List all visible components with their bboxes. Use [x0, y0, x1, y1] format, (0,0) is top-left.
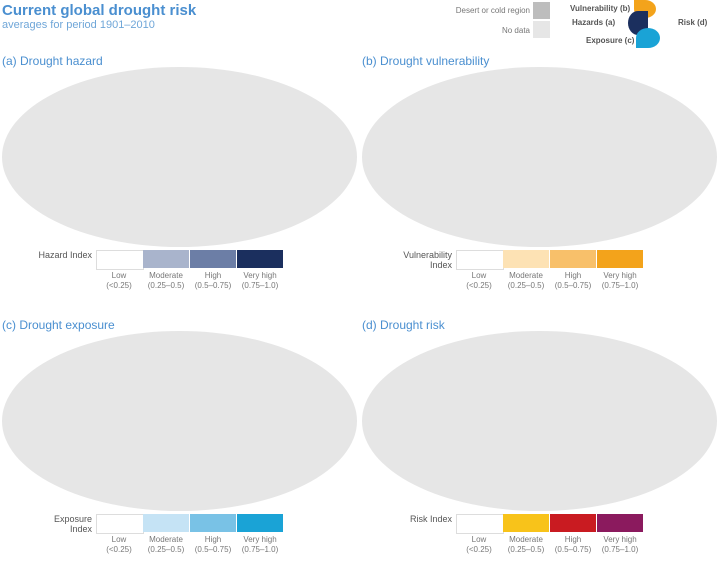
legend-swatch: [456, 250, 504, 270]
legend-swatch: [237, 250, 283, 268]
legend-class: High (0.5–0.75): [554, 535, 592, 554]
risk-diagram: Vulnerability (b) Hazards (a) Exposure (…: [570, 0, 720, 50]
nodata-label: No data: [501, 26, 530, 35]
exposure-petal-icon: [636, 28, 660, 48]
legend-class: Very high (0.75–1.0): [601, 271, 639, 290]
legend-swatch: [190, 250, 236, 268]
legend-swatch: [237, 514, 283, 532]
legend-class: Low (<0.25): [106, 535, 132, 554]
panel-title: (c) Drought exposure: [2, 318, 115, 332]
legend-class: Low (<0.25): [466, 535, 492, 554]
legend-swatch: [96, 514, 144, 534]
legend-title: Risk Index: [409, 514, 452, 524]
legend-swatch: [503, 250, 549, 268]
legend-title: Hazard Index: [38, 250, 92, 260]
page-subtitle: averages for period 1901–2010: [2, 19, 155, 31]
diagram-vulnerability: Vulnerability (b): [570, 4, 631, 13]
legend-title: Exposure Index: [53, 514, 92, 534]
legend-class: Very high (0.75–1.0): [241, 271, 279, 290]
legend-title: Vulnerability Index: [403, 250, 452, 270]
diagram-exposure: Exposure (c): [586, 36, 635, 45]
legend-swatch: [550, 514, 596, 532]
legend-class: High (0.5–0.75): [194, 271, 232, 290]
legend-swatch: [597, 250, 643, 268]
desert-label: Desert or cold region: [455, 6, 530, 15]
world-map: [2, 331, 357, 511]
panel-title: (d) Drought risk: [362, 318, 445, 332]
legend-swatch: [143, 514, 189, 532]
legend-swatch: [96, 250, 144, 270]
legend-swatch: [456, 514, 504, 534]
desert-swatch: [533, 2, 550, 19]
legend-class: High (0.5–0.75): [554, 271, 592, 290]
legend-swatch: [550, 250, 596, 268]
legend-class: Very high (0.75–1.0): [241, 535, 279, 554]
legend-swatch: [190, 514, 236, 532]
legend-class: Moderate (0.25–0.5): [507, 271, 545, 290]
nodata-swatch: [533, 21, 550, 38]
legend-class: Low (<0.25): [106, 271, 132, 290]
diagram-hazards: Hazards (a): [572, 18, 616, 27]
page-title: Current global drought risk: [2, 2, 197, 19]
legend-class: Low (<0.25): [466, 271, 492, 290]
legend-swatch: [143, 250, 189, 268]
legend-class: Moderate (0.25–0.5): [147, 271, 185, 290]
legend-class: Very high (0.75–1.0): [601, 535, 639, 554]
legend-class: High (0.5–0.75): [194, 535, 232, 554]
diagram-risk: Risk (d): [678, 18, 708, 27]
legend-class: Moderate (0.25–0.5): [507, 535, 545, 554]
panel-title: (a) Drought hazard: [2, 54, 103, 68]
panel-title: (b) Drought vulnerability: [362, 54, 490, 68]
legend-class: Moderate (0.25–0.5): [147, 535, 185, 554]
legend-swatch: [503, 514, 549, 532]
world-map: [362, 331, 717, 511]
world-map: [362, 67, 717, 247]
world-map: [2, 67, 357, 247]
legend-swatch: [597, 514, 643, 532]
